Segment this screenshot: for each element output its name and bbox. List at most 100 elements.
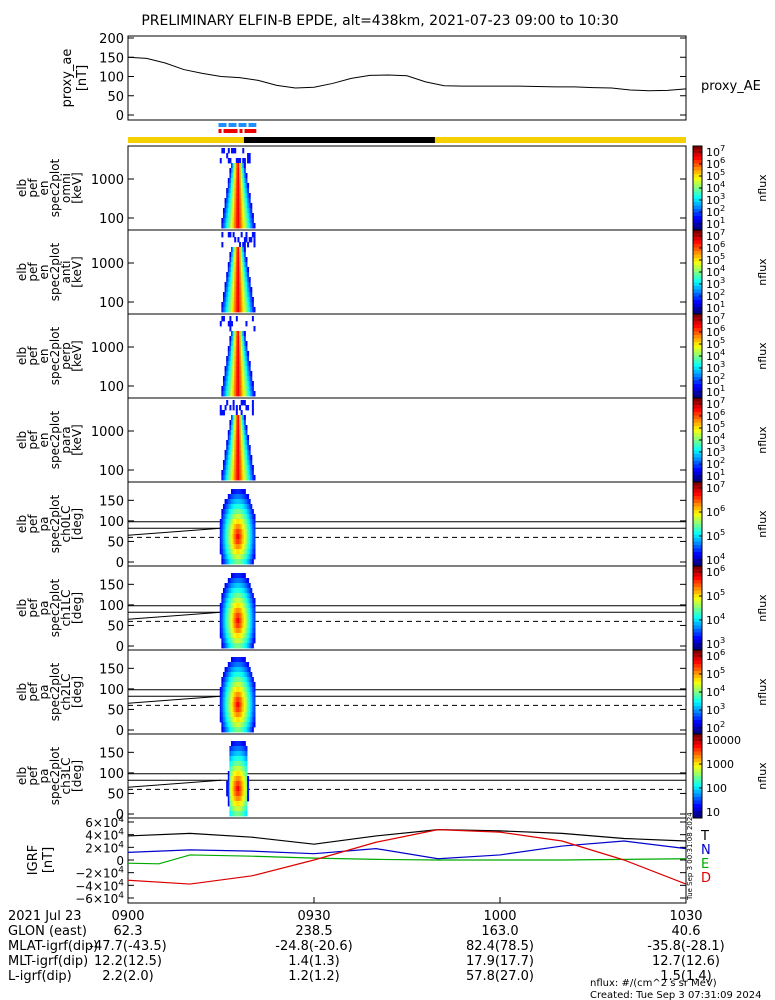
spec-cell [242,578,245,584]
spec-tick-label: 100 [99,599,124,614]
spec-cell [239,559,242,565]
spec-cell [232,578,235,584]
spec-panel-label-line: elb [15,179,29,197]
spec-cell [240,361,243,367]
spec-cell [231,722,234,728]
spec-cell [240,509,243,515]
colorbar-label-text: nflux [756,342,769,370]
spec-cell [234,544,237,550]
spec-cell [243,361,246,367]
spec-cell [245,366,248,372]
spec-cell [232,282,235,288]
spec-cell [235,677,238,683]
spec-cell [231,282,234,288]
spec-cell [250,455,253,461]
spec-cell [232,163,235,169]
spec-cell [239,391,242,397]
spec-cell [247,361,250,367]
spec-cell [231,672,234,678]
colorbar-cell [693,412,702,416]
spec-cell [234,613,237,619]
spec-cell [251,618,254,624]
spec-cell [231,618,234,624]
spec-cell [247,643,250,649]
spec-cell [248,643,251,649]
spec-cell [234,494,237,500]
spec-cell [243,603,246,609]
spec-cell [237,163,240,169]
spec-cell [235,420,238,426]
spec-cell [242,282,245,288]
spec-cell [242,336,245,342]
spec-cell [247,470,250,476]
colorbar-tick-label: 107 [706,311,725,327]
spec-cell [239,677,242,683]
spec-cell [229,420,232,426]
colorbar-cell [693,335,702,339]
spec-cell [245,761,248,767]
spec-cell [239,746,242,752]
spec-tick-label: 1000 [91,257,124,272]
spec-cell [231,475,234,481]
spec-cell [247,297,250,303]
spec-cell [243,712,246,718]
spec-cell [232,761,235,767]
spec-cell [240,761,243,767]
spec-cell [226,524,229,530]
spec-cell [234,208,237,214]
spec-cell [219,712,222,718]
spec-cell [221,707,224,713]
spec-cell [245,801,248,807]
colorbar-tick-label: 102 [706,287,725,303]
spec-cell [240,282,243,288]
spec-cell [227,539,230,545]
spec-cell [232,806,235,812]
spec-cell [224,302,227,308]
spec-cell [253,603,256,609]
spec-cell [237,791,240,797]
spec-cell [231,420,234,426]
spec-cell [227,583,230,589]
spec-cell [245,662,248,668]
spec-cell [250,692,253,698]
spec-cell [239,524,242,530]
spec-cell [229,257,232,263]
spec-cell [234,203,237,209]
colorbar-cell [693,517,702,521]
spec-cell [251,613,254,619]
spec-cell [231,657,234,663]
spec-cell [250,544,253,550]
spec-cell [239,499,242,505]
spec-cell [243,697,246,703]
spec-cell [240,356,243,362]
spec-cell [224,633,227,639]
spec-cell [232,405,235,411]
colorbar-cell [693,398,702,402]
spec-cell [237,494,240,500]
spec-cell [219,549,222,555]
spec-cell [243,257,246,263]
spec-cell [239,341,242,347]
spec-cell [251,514,254,520]
spec-cell [226,603,229,609]
spec-cell [221,534,224,540]
spec-cell [243,425,246,431]
spec-cell [237,282,240,288]
colorbar-tick-label: 1000 [706,758,734,771]
spec-cell [251,549,254,555]
spec-cell [219,702,222,708]
ephemeris-value: 40.6 [672,924,701,939]
spec-cell [248,499,251,505]
spec-cell [229,687,232,693]
spec-cell [231,697,234,703]
spec-tick-label: 150 [99,746,124,761]
colorbar-cell [693,258,702,262]
spec-cell [232,415,235,421]
spec-cell [227,277,230,283]
spec-cell [229,628,232,634]
colorbar-cell [693,314,702,318]
spec-cell [247,302,250,308]
spec-cell [231,302,234,308]
spec-cell [240,425,243,431]
colorbar-label: nflux [756,510,769,538]
